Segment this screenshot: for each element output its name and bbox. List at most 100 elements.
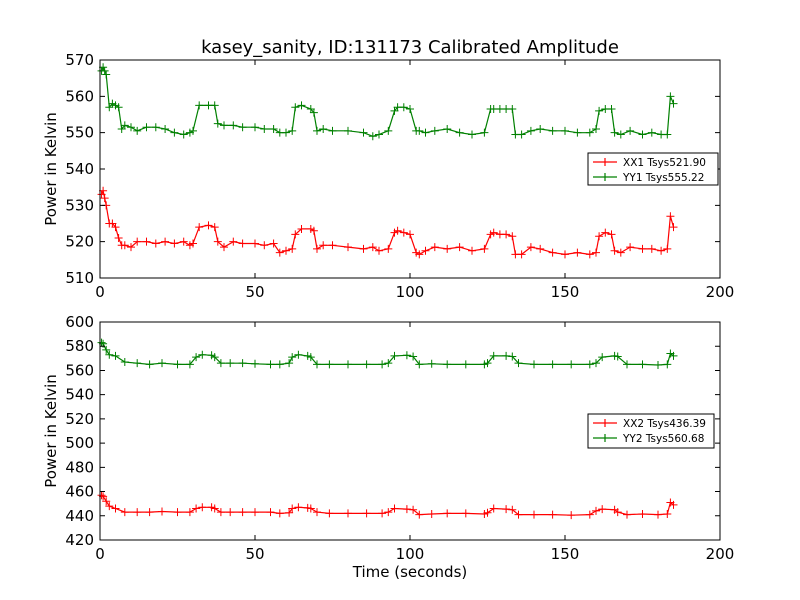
data-point (573, 248, 582, 257)
data-point (260, 125, 269, 134)
x-tick-label: 100 (396, 545, 425, 563)
data-point (399, 103, 408, 112)
data-point (483, 359, 492, 368)
data-point (173, 508, 182, 517)
data-point (173, 360, 182, 369)
data-point (585, 510, 594, 519)
data-point (238, 359, 247, 368)
data-point (114, 103, 123, 112)
data-point (415, 360, 424, 369)
y-tick-label: 550 (65, 124, 94, 142)
data-point (285, 359, 294, 368)
data-point (502, 505, 511, 514)
data-point (362, 509, 371, 518)
data-point (359, 244, 368, 253)
data-point (158, 359, 166, 368)
series-line-1 (100, 188, 675, 256)
bottom-subplot: 0 50 100 150 200 420 440 460 480 500 520 540 560 580 6… (42, 313, 734, 581)
data-point (294, 503, 303, 512)
data-point (468, 130, 476, 139)
data-point (585, 250, 594, 259)
data-point (313, 244, 321, 253)
data-point (297, 101, 306, 110)
data-point (238, 239, 247, 248)
data-point (663, 509, 672, 518)
data-point (483, 508, 492, 517)
data-point (663, 244, 672, 253)
data-point (238, 123, 247, 132)
data-point (415, 510, 424, 519)
y-tick-label: 510 (65, 269, 94, 287)
data-point (158, 507, 166, 516)
data-point (461, 509, 470, 518)
data-point (607, 230, 616, 239)
data-point (325, 360, 334, 369)
data-point (443, 360, 452, 369)
data-point (480, 244, 489, 253)
data-point (663, 130, 672, 139)
data-point (530, 510, 538, 519)
data-point (100, 66, 109, 75)
data-point (502, 351, 511, 360)
data-point (514, 510, 523, 519)
data-point (269, 239, 278, 248)
data-point (313, 360, 321, 369)
data-point (489, 504, 498, 513)
data-point (508, 505, 517, 514)
data-point (654, 360, 662, 369)
data-point (285, 508, 294, 517)
legend-swatch (593, 434, 617, 442)
data-point (598, 353, 607, 362)
data-point (251, 239, 259, 248)
data-point (198, 350, 207, 359)
data-point (362, 360, 371, 369)
data-point (198, 503, 207, 512)
data-point (195, 101, 204, 110)
data-point (275, 248, 284, 257)
data-point (114, 234, 123, 243)
data-point (455, 128, 464, 137)
legend: XX1 Tsys521.90 YY1 Tsys555.22 (587, 152, 719, 186)
data-point (133, 126, 142, 135)
data-point (120, 357, 129, 366)
data-point (288, 244, 297, 253)
data-point (238, 508, 247, 517)
x-tick-label: 50 (245, 283, 264, 301)
data-point (638, 244, 647, 253)
data-point (592, 125, 600, 134)
data-point (145, 360, 154, 369)
data-point (468, 246, 476, 255)
data-point (220, 243, 228, 252)
data-point (269, 125, 278, 134)
data-point (313, 126, 321, 135)
data-point (111, 504, 120, 513)
top-subplot: 0 50 100 150 200 510 520 530 540 550 560 570 Power i… (42, 51, 734, 301)
data-point (151, 123, 160, 132)
data-point (251, 359, 259, 368)
data-point (170, 128, 179, 137)
data-point (443, 244, 452, 253)
data-point (210, 223, 219, 232)
legend-box (587, 413, 715, 449)
data-point (142, 123, 151, 132)
data-point (427, 359, 436, 368)
data-point (443, 125, 452, 134)
data-point (536, 125, 545, 134)
x-tick-label: 100 (396, 283, 425, 301)
data-point (402, 505, 411, 514)
data-point (368, 243, 377, 252)
data-point (105, 502, 114, 511)
data-point (607, 105, 616, 114)
data-point (170, 239, 179, 248)
x-tick-label: 200 (706, 283, 735, 301)
data-point (251, 123, 259, 132)
x-tick-label: 0 (95, 283, 105, 301)
data-point (427, 509, 436, 518)
data-point (133, 237, 142, 246)
data-point (344, 360, 352, 369)
data-point (548, 510, 557, 519)
legend-swatch (593, 173, 617, 181)
data-point (325, 509, 334, 518)
data-point (133, 508, 142, 517)
